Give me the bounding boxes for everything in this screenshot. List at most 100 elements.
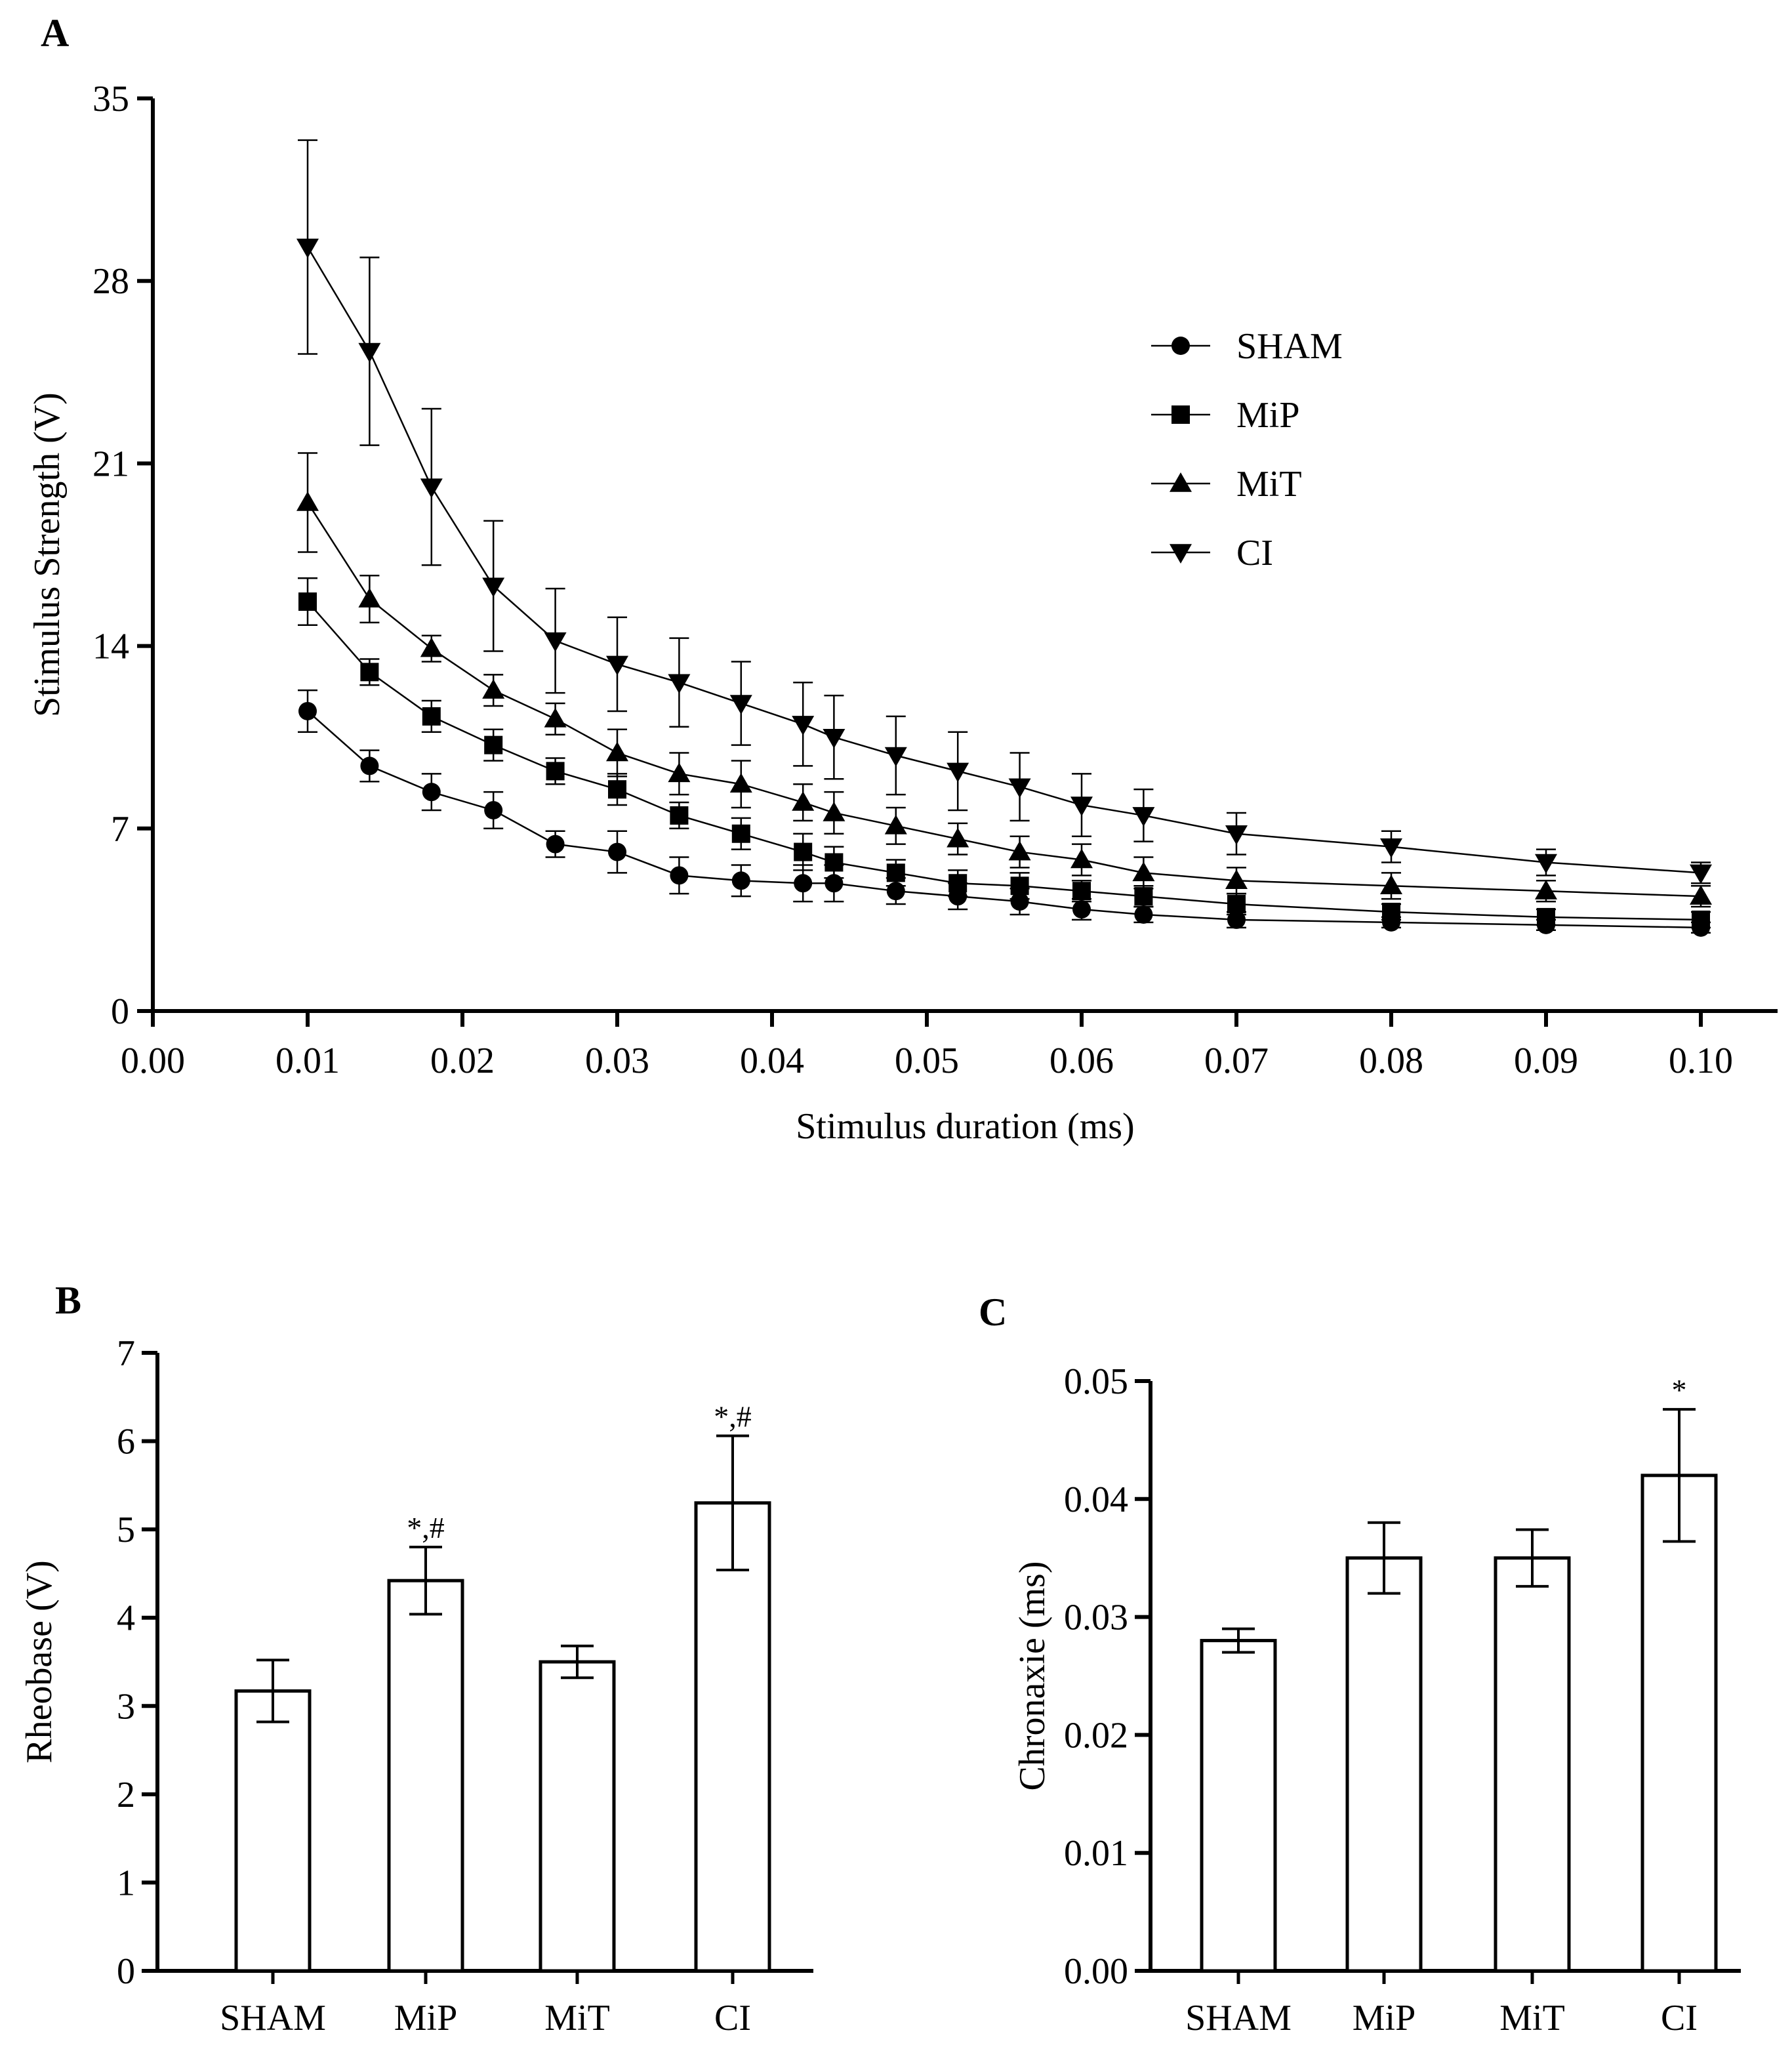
legend-marker-mip: [1171, 405, 1190, 424]
y-tick-label: 7: [117, 1333, 135, 1374]
category-label: MiT: [1499, 1998, 1565, 2038]
data-point-mip: [360, 663, 379, 682]
data-point-mip: [1227, 895, 1246, 914]
data-point-mit: [1132, 861, 1155, 882]
data-point-mip: [1134, 887, 1153, 906]
panel-b-label: B: [55, 1279, 81, 1322]
y-tick-label: 0.01: [1064, 1833, 1128, 1874]
data-point-ci: [544, 632, 567, 652]
bar-sham: [1200, 1639, 1277, 1973]
data-point-ci: [482, 577, 505, 598]
error-bar: [561, 1644, 594, 1680]
data-point-ci: [606, 655, 628, 676]
bar-group-mit: MiT: [539, 1644, 616, 2038]
category-label: MiP: [394, 1998, 458, 2038]
y-tick-label: 5: [117, 1510, 135, 1550]
data-point-mip: [886, 863, 905, 882]
data-point-ci: [668, 674, 691, 694]
y-tick-label: 0: [117, 1951, 135, 1992]
data-point-mit: [668, 762, 691, 783]
data-point-mip: [608, 780, 626, 799]
legend-marker-sham: [1171, 337, 1190, 355]
y-tick-label: 0.04: [1064, 1479, 1128, 1520]
data-point-mip: [298, 592, 317, 611]
category-label: CI: [714, 1998, 751, 2038]
error-bar: [1222, 1627, 1255, 1654]
category-label: MiP: [1353, 1998, 1416, 2038]
data-point-mit: [420, 637, 443, 657]
data-point-ci: [1132, 807, 1155, 827]
y-tick-label: 6: [117, 1422, 135, 1462]
error-bar: [1368, 1521, 1400, 1595]
panel-a-x-tick-label: 0.00: [121, 1041, 185, 1081]
bar-mit: [1494, 1556, 1571, 1973]
data-point-mit: [1535, 880, 1557, 899]
data-point-ci: [296, 238, 319, 258]
data-point-mit: [1008, 840, 1031, 861]
data-point-mit: [358, 588, 381, 608]
panel-b: B 0 1 2 3 4 5 6 7 Rheobase (V) SHAM MiP *,# MiT CI *…: [19, 1279, 813, 2038]
bar-group-ci: CI *,#: [694, 1399, 771, 2038]
category-label: CI: [1661, 1998, 1698, 2038]
panel-a-y-tick-label: 14: [92, 627, 129, 667]
series-ci: [296, 139, 1712, 884]
data-point-sham: [360, 756, 379, 775]
data-point-sham: [1072, 900, 1091, 919]
legend-label: MiT: [1236, 464, 1302, 505]
data-point-ci: [729, 695, 752, 715]
error-bar: [716, 1434, 749, 1572]
panel-b-y-axis-title: Rheobase (V): [19, 1560, 60, 1763]
data-point-mip: [670, 806, 689, 825]
data-point-sham: [608, 842, 626, 861]
panel-a-y-tick-label: 28: [92, 261, 129, 302]
legend-label: SHAM: [1236, 326, 1343, 367]
panel-a-x-tick-label: 0.07: [1204, 1041, 1269, 1081]
series-line-mip: [307, 601, 1701, 921]
panel-a-x-axis-title: Stimulus duration (ms): [796, 1106, 1134, 1147]
data-point-mit: [947, 827, 969, 848]
data-point-ci: [1380, 838, 1402, 858]
bar-group-sham: SHAM: [220, 1659, 326, 2038]
data-point-ci: [947, 762, 969, 783]
category-label: MiT: [544, 1998, 610, 2038]
data-point-mit: [884, 814, 907, 835]
data-point-ci: [358, 342, 381, 363]
series-mip: [298, 577, 1711, 929]
data-point-ci: [1008, 778, 1031, 798]
panel-a-legend: SHAM MiP MiT CI: [1151, 326, 1343, 573]
data-point-mit: [296, 491, 319, 511]
legend-item-mit: MiT: [1151, 464, 1302, 505]
panel-a-label: A: [41, 11, 69, 54]
y-tick-label: 4: [117, 1598, 135, 1639]
data-point-ci: [1535, 854, 1557, 874]
data-point-mit: [1690, 885, 1712, 905]
data-point-mip: [731, 824, 750, 843]
error-bar: [1516, 1528, 1549, 1588]
bar-ci: [694, 1501, 771, 1973]
error-bar: [1663, 1408, 1696, 1543]
series-line-ci: [306, 246, 1701, 874]
data-point-mip: [1537, 907, 1555, 926]
panel-a-x-tick-label: 0.06: [1049, 1041, 1114, 1081]
panel-a-series-layer: [296, 139, 1712, 937]
significance-annotation: *: [1672, 1373, 1687, 1407]
significance-annotation: *,#: [714, 1399, 752, 1433]
legend-label: MiP: [1236, 395, 1300, 436]
panel-a-y-tick-label: 0: [111, 991, 129, 1032]
data-point-mip: [1692, 910, 1710, 929]
data-point-ci: [884, 747, 907, 767]
panel-a-y-tick-label: 21: [92, 444, 129, 484]
data-point-mip: [825, 853, 844, 872]
data-point-ci: [823, 728, 845, 749]
panel-a-x-tick-label: 0.04: [740, 1041, 804, 1081]
panel-a-y-tick-label: 7: [111, 809, 129, 850]
data-point-mip: [948, 874, 967, 893]
panel-a-y-tick-label: 35: [92, 79, 129, 119]
y-tick-label: 0.02: [1064, 1715, 1128, 1756]
legend-item-ci: CI: [1151, 533, 1273, 573]
panel-a-x-tick-label: 0.02: [430, 1041, 495, 1081]
y-tick-label: 3: [117, 1686, 135, 1727]
bar-sham: [234, 1689, 312, 1973]
bar-mip: [1345, 1556, 1423, 1973]
legend-item-mip: MiP: [1151, 395, 1300, 436]
